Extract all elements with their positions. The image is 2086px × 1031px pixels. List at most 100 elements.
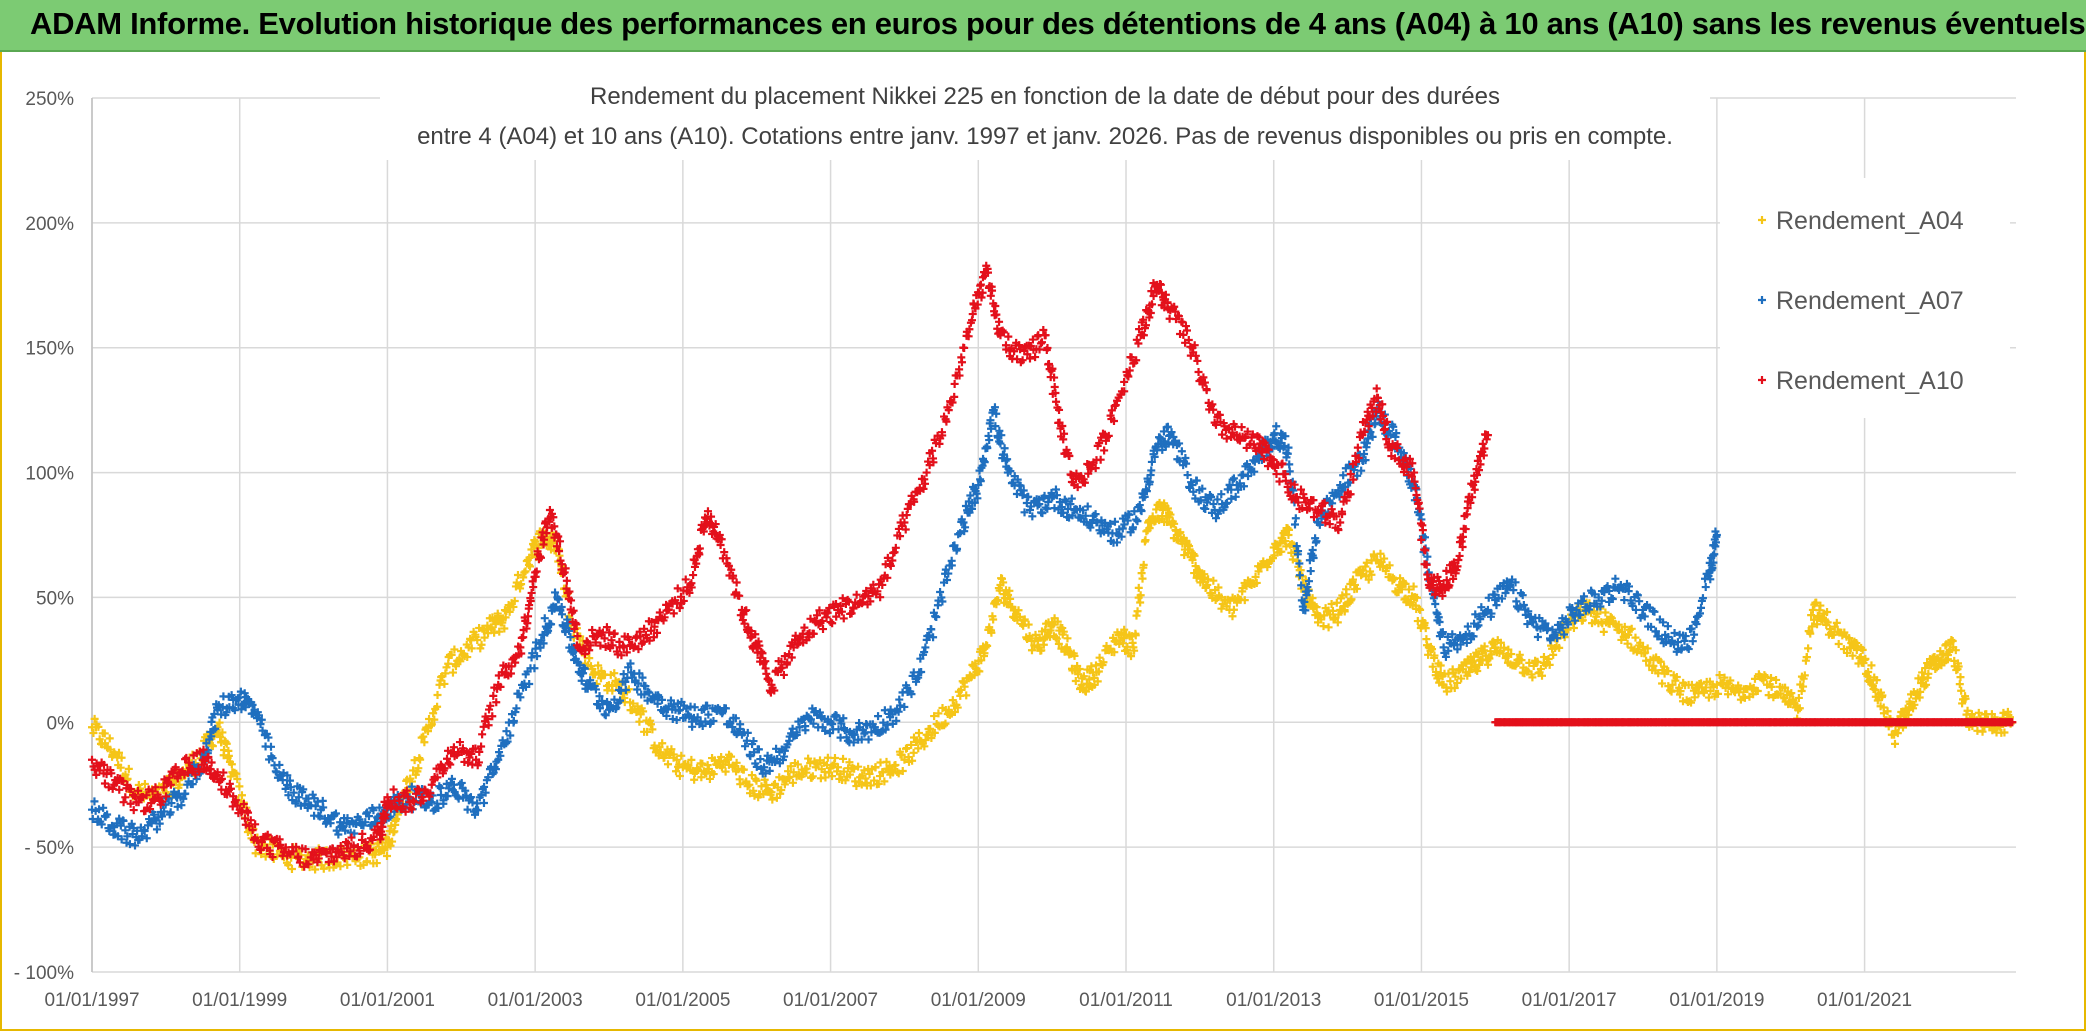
- scatter-marker: [1229, 474, 1238, 483]
- scatter-marker: [1133, 607, 1142, 616]
- scatter-marker: [1794, 693, 1803, 702]
- scatter-marker: [263, 830, 272, 839]
- scatter-marker: [646, 720, 655, 729]
- scatter-marker: [1095, 653, 1104, 662]
- scatter-marker: [1063, 505, 1072, 514]
- scatter-marker: [1312, 537, 1321, 546]
- scatter-marker: [983, 641, 992, 650]
- scatter-marker: [292, 842, 301, 851]
- scatter-marker: [1091, 464, 1100, 473]
- scatter-marker: [955, 371, 964, 380]
- scatter-marker: [1034, 331, 1043, 340]
- scatter-marker: [648, 725, 657, 734]
- scatter-marker: [1291, 514, 1300, 523]
- scatter-marker: [561, 564, 570, 573]
- scatter-marker: [426, 789, 435, 798]
- scatter-marker: [1467, 479, 1476, 488]
- scatter-marker: [1459, 632, 1468, 641]
- scatter-marker: [1028, 335, 1037, 344]
- scatter-marker: [1963, 706, 1972, 715]
- scatter-marker: [1519, 600, 1528, 609]
- scatter-marker: [1054, 639, 1063, 648]
- scatter-marker: [536, 553, 545, 562]
- scatter-marker: [1840, 628, 1849, 637]
- scatter-marker: [953, 544, 962, 553]
- scatter-marker: [914, 729, 923, 738]
- scatter-marker: [1724, 690, 1733, 699]
- x-tick-label: 01/01/2019: [1669, 990, 1764, 1011]
- scatter-marker: [1225, 480, 1234, 489]
- scatter-marker: [1145, 313, 1154, 322]
- scatter-marker: [908, 756, 917, 765]
- scatter-marker: [1052, 397, 1061, 406]
- scatter-marker: [1244, 472, 1253, 481]
- scatter-marker: [888, 556, 897, 565]
- scatter-marker: [1685, 697, 1694, 706]
- scatter-marker: [736, 720, 745, 729]
- scatter-marker: [874, 779, 883, 788]
- scatter-marker: [1492, 601, 1501, 610]
- scatter-marker: [1066, 500, 1075, 509]
- scatter-marker: [199, 745, 208, 754]
- scatter-marker: [1948, 637, 1957, 646]
- scatter-marker: [783, 658, 792, 667]
- scatter-marker: [559, 568, 568, 577]
- scatter-marker: [639, 707, 648, 716]
- scatter-marker: [640, 624, 649, 633]
- scatter-marker: [1057, 503, 1066, 512]
- scatter-marker: [828, 772, 837, 781]
- scatter-marker: [793, 760, 802, 769]
- scatter-marker: [484, 721, 493, 730]
- scatter-marker: [1248, 430, 1257, 439]
- scatter-marker: [1142, 487, 1151, 496]
- scatter-marker: [837, 607, 846, 616]
- scatter-marker: [1523, 620, 1532, 629]
- scatter-marker: [257, 715, 266, 724]
- scatter-marker: [929, 458, 938, 467]
- scatter-marker: [513, 571, 522, 580]
- scatter-marker: [1190, 551, 1199, 560]
- scatter-marker: [1517, 656, 1526, 665]
- scatter-marker: [1435, 587, 1444, 596]
- scatter-marker: [407, 782, 416, 791]
- scatter-marker: [1192, 476, 1201, 485]
- scatter-marker: [562, 576, 571, 585]
- scatter-marker: [679, 596, 688, 605]
- scatter-marker: [506, 731, 515, 740]
- scatter-marker: [443, 792, 452, 801]
- scatter-marker: [1859, 658, 1868, 667]
- scatter-marker: [492, 757, 501, 766]
- scatter-marker: [182, 753, 191, 762]
- scatter-marker: [378, 830, 387, 839]
- scatter-marker: [440, 764, 449, 773]
- scatter-marker: [1043, 344, 1052, 353]
- scatter-marker: [322, 849, 331, 858]
- scatter-marker: [735, 591, 744, 600]
- scatter-marker: [517, 649, 526, 658]
- scatter-marker: [645, 636, 654, 645]
- scatter-marker: [124, 764, 133, 773]
- scatter-marker: [130, 792, 139, 801]
- scatter-marker: [1457, 674, 1466, 683]
- scatter-marker: [1543, 624, 1552, 633]
- scatter-marker: [801, 726, 810, 735]
- scatter-marker: [221, 738, 230, 747]
- scatter-marker: [1312, 603, 1321, 612]
- scatter-marker: [292, 797, 301, 806]
- scatter-marker: [369, 806, 378, 815]
- scatter-marker: [742, 606, 751, 615]
- scatter-marker: [1368, 412, 1377, 421]
- data-point: [420, 738, 429, 747]
- scatter-marker: [1509, 586, 1518, 595]
- scatter-marker: [140, 779, 149, 788]
- scatter-marker: [1809, 615, 1818, 624]
- scatter-marker: [1370, 552, 1379, 561]
- scatter-marker: [301, 845, 310, 854]
- scatter-marker: [188, 780, 197, 789]
- scatter-marker: [1484, 593, 1493, 602]
- scatter-marker: [1117, 532, 1126, 541]
- scatter-marker: [434, 804, 443, 813]
- scatter-marker: [1004, 332, 1013, 341]
- scatter-marker: [1956, 673, 1965, 682]
- scatter-marker: [871, 763, 880, 772]
